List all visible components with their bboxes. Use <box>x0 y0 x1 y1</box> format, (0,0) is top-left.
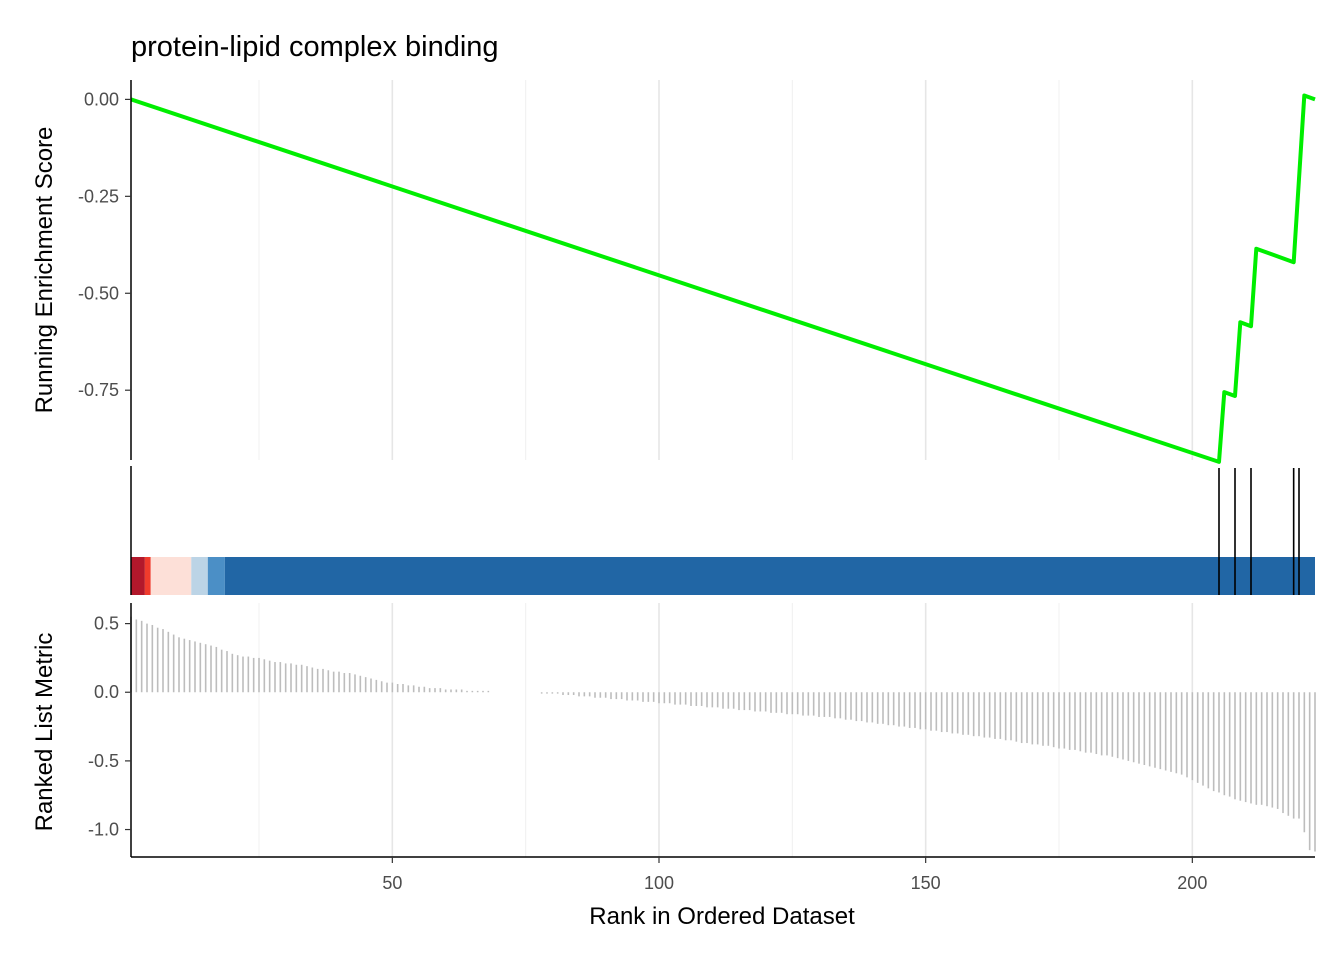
rank-color-band <box>150 557 192 595</box>
rank-color-band <box>131 557 145 595</box>
es-y-tick-label: -0.25 <box>78 186 119 206</box>
rm-y-tick-label: -0.5 <box>88 751 119 771</box>
rm-y-tick-label: 0.5 <box>94 614 119 634</box>
x-ticks: 50 100 150 200 <box>382 857 1207 893</box>
rank-color-band <box>144 557 151 595</box>
rank-color-band <box>207 557 225 595</box>
x-tick-label: 50 <box>382 873 402 893</box>
es-y-axis-label: Running Enrichment Score <box>31 127 58 414</box>
es-y-tick-label: 0.00 <box>84 89 119 109</box>
gene-hits-panel <box>130 466 1315 595</box>
gene-hit-lines <box>1218 468 1300 595</box>
x-axis-label: Rank in Ordered Dataset <box>589 903 855 930</box>
es-y-ticks: 0.00 -0.25 -0.50 -0.75 <box>78 89 131 400</box>
es-y-tick-label: -0.50 <box>78 283 119 303</box>
x-tick-label: 200 <box>1177 873 1207 893</box>
running-es-panel: 0.00 -0.25 -0.50 -0.75 Running Enrichment S… <box>31 80 1316 464</box>
rm-y-axis-label: Ranked List Metric <box>31 633 58 832</box>
rank-color-band <box>224 557 1315 595</box>
rm-y-ticks: 0.5 0.0 -0.5 -1.0 <box>88 614 131 840</box>
x-tick-label: 150 <box>911 873 941 893</box>
rm-gridlines <box>258 603 1194 857</box>
es-gridlines <box>258 80 1194 460</box>
chart-title: protein-lipid complex binding <box>131 31 499 63</box>
rank-color-bar <box>131 557 1315 595</box>
rm-y-tick-label: -1.0 <box>88 820 119 840</box>
ranked-metric-bars <box>130 616 1316 852</box>
es-y-tick-label: -0.75 <box>78 380 119 400</box>
ranked-metric-panel: 0.5 0.0 -0.5 -1.0 50 100 150 200 Ranked List M… <box>31 603 1316 930</box>
rm-y-tick-label: 0.0 <box>94 682 119 702</box>
rank-color-band <box>191 557 208 595</box>
x-tick-label: 100 <box>644 873 674 893</box>
running-es-line <box>130 93 1316 464</box>
